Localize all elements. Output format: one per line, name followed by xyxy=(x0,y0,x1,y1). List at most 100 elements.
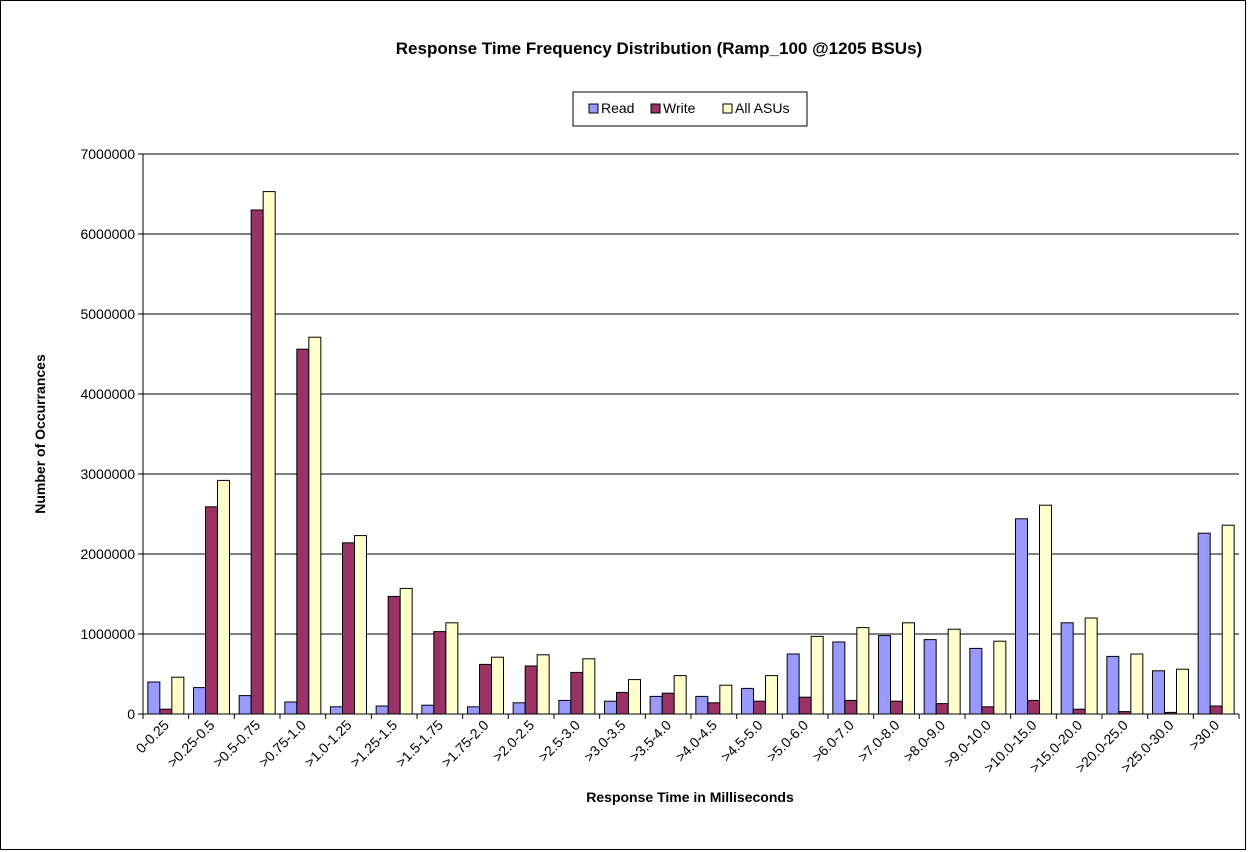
plot-area: 0 1000000 2000000 3000000 4000000 5000000 6000… xyxy=(80,146,1240,776)
bar-all-asus xyxy=(445,622,459,715)
y-tick-label: 6000000 xyxy=(80,226,135,242)
bar-all-asus xyxy=(536,654,550,715)
bar-write xyxy=(250,209,264,715)
bar-read xyxy=(741,687,754,715)
x-tick-label: >0.25-0.5 xyxy=(164,717,218,771)
bar-write xyxy=(433,631,447,715)
bar-write xyxy=(387,595,401,715)
y-tick-label: 3000000 xyxy=(80,466,135,482)
bar-all-asus xyxy=(902,622,915,715)
bar-all-asus xyxy=(856,627,870,715)
bar-write xyxy=(205,506,218,715)
legend-swatch-read xyxy=(588,103,599,114)
y-tick-label: 2000000 xyxy=(80,546,135,562)
legend-label: Write xyxy=(663,100,696,116)
plot-background xyxy=(143,154,1239,714)
bar-all-asus xyxy=(1084,617,1098,715)
legend-swatch-write xyxy=(650,103,661,114)
bar-all-asus xyxy=(993,640,1007,715)
x-tick-label: >1.5-1.75 xyxy=(393,717,447,771)
bar-write xyxy=(1072,708,1086,715)
bars xyxy=(147,191,1235,715)
gridlines xyxy=(143,153,1239,635)
bar-read xyxy=(1106,655,1120,715)
x-tick-label: >1.0-1.25 xyxy=(301,717,355,771)
y-tick-label: 5000000 xyxy=(80,306,135,322)
bar-read xyxy=(421,704,435,715)
bar-write xyxy=(707,702,721,715)
bar-all-asus xyxy=(582,658,596,715)
bar-read xyxy=(284,701,298,715)
bar-all-asus xyxy=(354,535,367,715)
legend-swatch-all-asus xyxy=(722,103,733,114)
bar-write xyxy=(753,700,766,715)
bar-write xyxy=(1209,705,1223,715)
x-tick-label: >3.0-3.5 xyxy=(581,717,629,765)
bar-all-asus xyxy=(308,336,322,715)
bar-all-asus xyxy=(1221,524,1235,715)
bar-read xyxy=(786,653,800,715)
x-tick-label: >2.0-2.5 xyxy=(489,717,537,765)
bar-read xyxy=(558,699,572,715)
bar-read xyxy=(1060,622,1074,715)
x-tick-label: >0.75-1.0 xyxy=(256,717,310,771)
bar-read xyxy=(832,641,846,715)
y-tick-label: 7000000 xyxy=(80,146,135,162)
bar-all-asus xyxy=(1039,504,1052,715)
bar-all-asus xyxy=(217,479,230,715)
bar-all-asus xyxy=(1130,653,1144,715)
y-tick-label: 0 xyxy=(127,706,135,722)
bar-all-asus xyxy=(628,679,641,715)
y-ticks: 0 1000000 2000000 3000000 4000000 5000000 6000… xyxy=(80,146,143,722)
bar-all-asus xyxy=(719,684,733,715)
x-ticks: 0-0.25>0.25-0.5>0.5-0.75>0.75-1.0>1.0-1.… xyxy=(133,714,1240,776)
bar-read xyxy=(695,695,709,715)
bar-read xyxy=(238,695,252,715)
x-tick-label: >3.5-4.0 xyxy=(626,717,674,765)
bar-all-asus xyxy=(171,676,185,715)
x-tick-label: >7.0-8.0 xyxy=(855,717,903,765)
bar-read xyxy=(878,635,891,715)
bar-all-asus xyxy=(262,191,276,715)
bar-read xyxy=(649,695,663,715)
bar-read xyxy=(467,706,480,715)
x-tick-label: >30.0 xyxy=(1186,717,1223,754)
bar-read xyxy=(604,700,617,715)
bar-write xyxy=(1027,699,1040,715)
legend: Read Write All ASUs xyxy=(572,91,808,127)
bar-all-asus xyxy=(1176,668,1189,715)
bar-all-asus xyxy=(947,628,961,715)
x-tick-label: >0.5-0.75 xyxy=(210,717,264,771)
bar-write xyxy=(342,542,355,715)
bar-read xyxy=(1197,532,1211,715)
y-tick-label: 4000000 xyxy=(80,386,135,402)
bar-write xyxy=(890,700,903,715)
bar-all-asus xyxy=(491,656,504,715)
legend-label: Read xyxy=(601,100,634,116)
bar-all-asus xyxy=(765,675,778,715)
x-tick-label: >2.5-3.0 xyxy=(535,717,583,765)
bar-write xyxy=(616,691,629,715)
bar-write xyxy=(159,708,173,715)
bar-read xyxy=(330,706,343,715)
bar-read xyxy=(969,647,983,715)
x-axis-title: Response Time in Milliseconds xyxy=(586,789,794,805)
bar-all-asus xyxy=(673,675,687,715)
bar-read xyxy=(375,705,389,715)
bar-all-asus xyxy=(810,635,824,715)
chart-title: Response Time Frequency Distribution (Ra… xyxy=(396,39,922,58)
bar-read xyxy=(1152,670,1165,715)
x-tick-label: >4.5-5.0 xyxy=(718,717,766,765)
legend-box xyxy=(572,91,808,127)
x-tick-label: >1.25-1.5 xyxy=(347,717,401,771)
bar-write xyxy=(479,663,492,715)
bar-all-asus xyxy=(399,587,413,715)
bar-read xyxy=(147,681,161,715)
y-tick-label: 1000000 xyxy=(80,626,135,642)
bar-write xyxy=(661,692,675,715)
bar-write xyxy=(524,665,538,715)
bar-write xyxy=(981,706,995,715)
bar-read xyxy=(512,702,526,715)
x-tick-label: >1.75-2.0 xyxy=(438,717,492,771)
bar-read xyxy=(1015,518,1028,715)
